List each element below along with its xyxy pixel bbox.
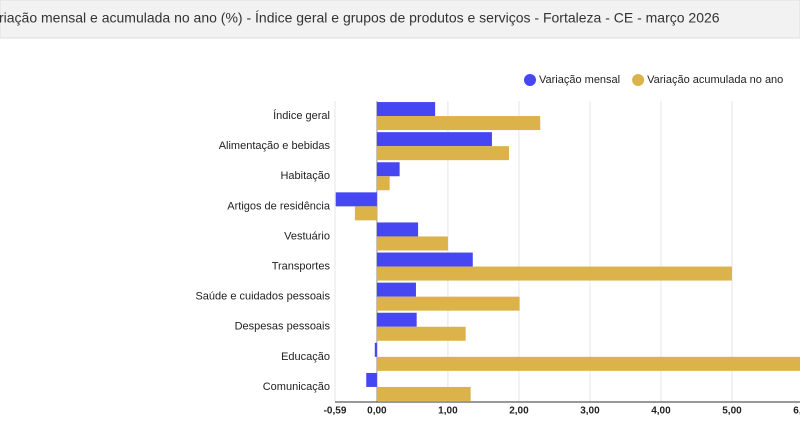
bar — [376, 102, 436, 117]
x-tick-label: 4,00 — [651, 406, 671, 417]
bar — [376, 116, 541, 131]
bar — [376, 252, 473, 267]
x-tick-label: 0,00 — [367, 406, 387, 417]
y-tick-label: Vestuário — [284, 230, 330, 242]
y-tick-label: Saúde e cuidados pessoais — [195, 291, 330, 303]
title-bar — [0, 0, 800, 39]
y-tick-label: Despesas pessoais — [235, 321, 331, 333]
bar — [376, 266, 732, 281]
y-tick-label: Habitação — [280, 170, 330, 182]
bar — [376, 236, 448, 251]
x-tick-label: 1,00 — [438, 406, 458, 417]
bar — [366, 372, 377, 387]
y-tick-label: Comunicação — [263, 381, 330, 393]
bar — [374, 342, 377, 357]
bar — [376, 386, 471, 401]
bar — [376, 296, 520, 311]
bar — [376, 132, 492, 147]
y-tick-label: Alimentação e bebidas — [219, 140, 331, 152]
legend-label: Variação mensal — [539, 74, 620, 86]
bar — [376, 356, 800, 371]
x-tick-label: 5,00 — [722, 406, 742, 417]
bar — [376, 222, 419, 237]
bar — [335, 192, 377, 207]
y-tick-label: Artigos de residência — [227, 200, 331, 212]
legend-swatch — [524, 74, 536, 86]
x-tick-label: -0,59 — [324, 406, 347, 417]
x-tick-label: 3,00 — [580, 406, 600, 417]
bar — [376, 146, 509, 161]
bar — [376, 312, 417, 327]
bar — [376, 282, 416, 297]
legend-swatch — [632, 74, 645, 86]
y-tick-label: Transportes — [272, 260, 331, 272]
chart-title: riação mensal e acumulada no ano (%) - Í… — [0, 10, 720, 26]
bar — [376, 326, 466, 341]
bar — [354, 206, 377, 221]
legend-label: Variação acumulada no ano — [647, 74, 783, 86]
y-tick-label: Índice geral — [273, 109, 330, 122]
x-tick-label: 2,00 — [509, 406, 529, 417]
bar — [376, 176, 390, 191]
x-tick-label: 6,00 — [793, 406, 800, 417]
bar — [376, 162, 400, 177]
y-tick-label: Educação — [281, 351, 330, 363]
